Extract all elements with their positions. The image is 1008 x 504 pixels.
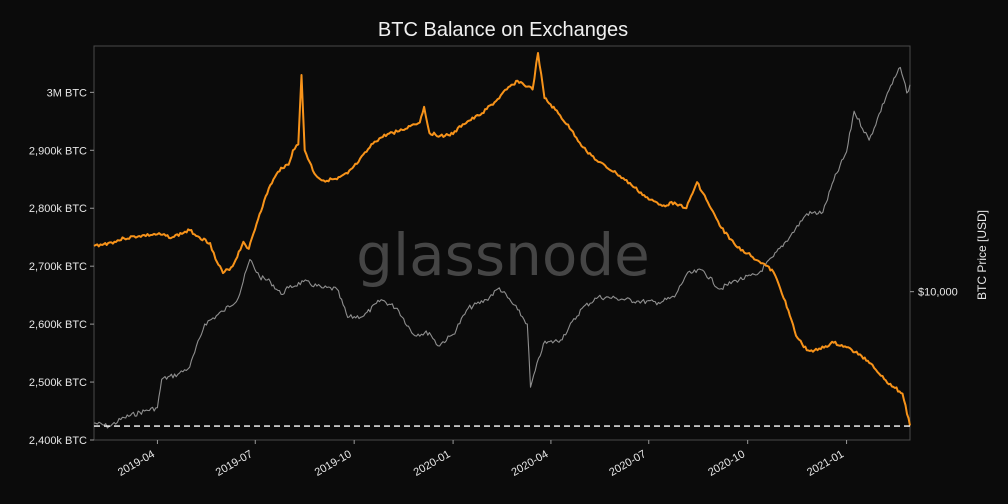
left-tick-label: 3M BTC [47,87,87,99]
series-layer [93,52,911,429]
left-y-axis: 2,400k BTC 2,500k BTC 2,600k BTC 2,700k BTC… [29,87,94,447]
watermark-logo: glassnode [356,221,650,289]
left-tick-label: 2,400k BTC [29,435,87,447]
left-tick-label: 2,900k BTC [29,145,87,157]
plot-area [93,45,911,441]
right-y-axis: $10,000 [910,287,958,299]
exchange-balance-line [93,52,911,426]
btc-price-line [93,66,911,429]
left-tick-label: 2,800k BTC [29,203,87,215]
left-tick-label: 2,500k BTC [29,377,87,389]
left-tick-label: 2,700k BTC [29,261,87,273]
left-tick-label: 2,600k BTC [29,319,87,331]
right-tick-label: $10,000 [918,287,958,299]
chart-title: BTC Balance on Exchanges [378,19,628,41]
right-y-axis-label: BTC Price [USD] [975,210,989,300]
